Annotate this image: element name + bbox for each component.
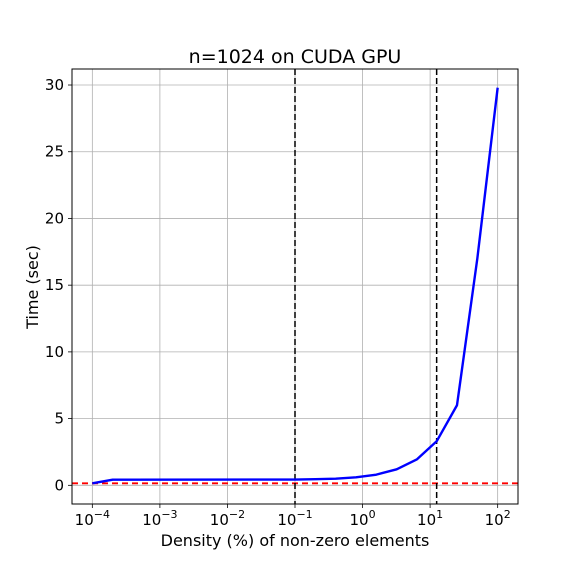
y-tick-label: 15 — [45, 276, 64, 294]
x-axis-label: Density (%) of non-zero elements — [161, 531, 430, 550]
x-tick-label: 10−4 — [75, 508, 110, 529]
y-tick-label: 20 — [45, 209, 64, 227]
x-tick-label: 10−1 — [277, 508, 312, 529]
x-axis: 10−4 10−3 10−2 10−1 100 101 102 — [75, 504, 511, 529]
chart-title: n=1024 on CUDA GPU — [189, 46, 402, 68]
y-axis: 0 5 10 15 20 25 30 — [45, 76, 72, 494]
x-tick-label: 100 — [350, 508, 376, 529]
series-line — [92, 87, 499, 485]
y-tick-label: 30 — [45, 76, 64, 94]
y-tick-label: 10 — [45, 343, 64, 361]
y-tick-label: 0 — [54, 476, 64, 494]
plot-area — [72, 69, 518, 504]
x-tick-label: 101 — [417, 508, 443, 529]
x-tick-label: 10−2 — [210, 508, 245, 529]
y-tick-label: 25 — [45, 143, 64, 161]
x-tick-label: 10−3 — [142, 508, 177, 529]
y-axis-label: Time (sec) — [23, 245, 42, 330]
y-tick-label: 5 — [54, 410, 64, 428]
x-tick-label: 102 — [485, 508, 511, 529]
